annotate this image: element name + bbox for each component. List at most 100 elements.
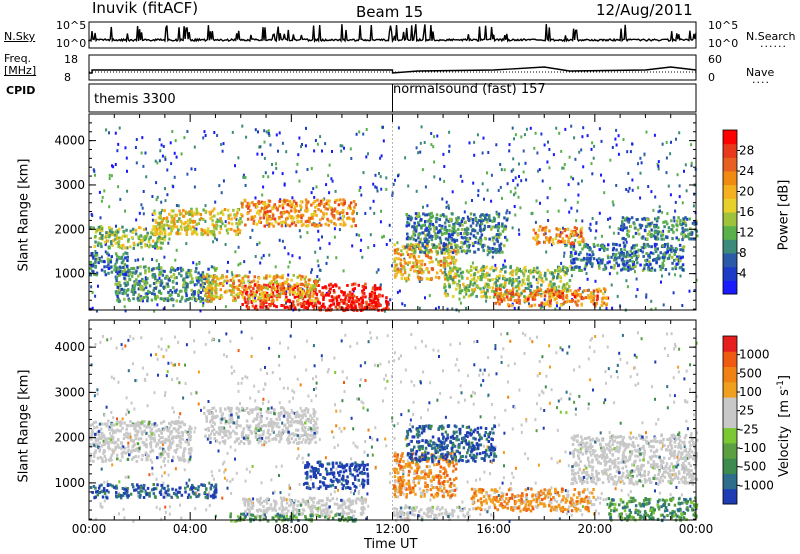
scatter-pixel [240, 381, 243, 385]
echo-pixel-8 [396, 248, 399, 252]
echo-pixel-0 [361, 289, 364, 293]
echo-pixel-9 [468, 219, 471, 223]
echo-pixel-14 [579, 240, 582, 244]
echo-pixel-3 [245, 287, 248, 291]
echo-pixel-9 [488, 214, 491, 218]
echo-pixel-11 [555, 293, 558, 297]
echo-pixel-11 [565, 295, 568, 299]
scatter-pixel [118, 512, 120, 516]
echo-pixel-6 [290, 216, 294, 220]
echo-pixel-3 [264, 286, 267, 290]
echo-pixel-13 [684, 234, 688, 238]
scatter-pixel [695, 395, 698, 399]
echo-pixel-13 [671, 237, 674, 241]
echo-pixel-3 [208, 286, 212, 290]
echo-pixel-10 [455, 287, 458, 291]
echo-pixel-6 [327, 203, 331, 207]
echo-pixel-3 [202, 275, 206, 279]
echo-pixel-4 [105, 231, 108, 235]
echo-pixel-7 [103, 260, 106, 264]
echo-pixel-8 [430, 277, 433, 281]
echo-pixel-9 [412, 230, 415, 234]
echo-pixel-1 [344, 294, 348, 298]
scatter-pixel [415, 189, 418, 193]
scatter-pixel [291, 389, 294, 393]
echo-pixel-9 [472, 234, 476, 238]
echo-pixel-8 [453, 261, 457, 265]
echo-pixel-5 [235, 221, 238, 225]
scatter-pixel [534, 220, 537, 224]
echo-pixel-10 [463, 285, 466, 289]
echo-pixel-0 [243, 296, 246, 300]
echo-pixel-7 [118, 273, 122, 277]
echo-pixel-2 [190, 288, 193, 292]
cpid-segment-normalsound: normalsound (fast) 157 [393, 82, 546, 97]
echo-pixel-5 [198, 218, 202, 222]
echo-pixel-9 [413, 245, 416, 248]
scatter-pixel [599, 306, 602, 310]
echo-pixel-13 [635, 218, 638, 222]
echo-pixel-9 [463, 240, 467, 244]
echo-pixel-9 [442, 244, 446, 248]
echo-pixel-2 [117, 288, 121, 291]
echo-pixel-9 [493, 242, 496, 246]
echo-pixel-9 [463, 250, 467, 254]
echo-pixel-6 [262, 213, 266, 217]
echo-pixel-6 [319, 199, 323, 203]
scatter-pixel [678, 184, 681, 188]
echo-pixel-9 [495, 225, 499, 229]
scatter-pixel [435, 257, 438, 261]
scatter-pixel [171, 130, 174, 133]
echo-pixel-10 [547, 284, 551, 288]
echo-pixel-3 [272, 285, 275, 289]
echo-pixel-7 [122, 266, 125, 269]
scatter-pixel [134, 146, 137, 149]
echo-pixel-8 [406, 253, 410, 256]
echo-pixel-11 [500, 299, 503, 303]
scatter-pixel [561, 166, 564, 170]
echo-pixel-10 [566, 268, 569, 272]
echo-pixel-10 [491, 278, 494, 281]
scatter-pixel [302, 460, 305, 464]
echo-pixel-0 [259, 305, 262, 309]
echo-pixel-9 [415, 214, 419, 218]
echo-pixel-3 [247, 275, 250, 279]
echo-pixel-0 [296, 303, 300, 307]
echo-pixel-12 [662, 252, 665, 256]
echo-pixel-0 [298, 290, 302, 294]
scatter-pixel [131, 284, 134, 288]
echo-pixel-0 [370, 295, 373, 299]
echo-pixel-10 [557, 272, 560, 276]
echo-pixel-8 [454, 275, 457, 279]
scatter-pixel [585, 272, 588, 275]
scatter-pixel [203, 130, 206, 134]
echo-pixel-14 [535, 242, 539, 246]
scatter-pixel [437, 349, 440, 353]
echo-pixel-11 [603, 296, 607, 300]
echo-pixel-9 [409, 236, 412, 240]
echo-pixel-10 [522, 274, 526, 278]
echo-pixel-10 [456, 269, 459, 273]
scatter-pixel [673, 219, 676, 223]
echo-pixel-0 [280, 304, 283, 307]
scatter-pixel [379, 220, 382, 224]
scatter-pixel [267, 129, 270, 133]
echo-pixel-4 [159, 241, 163, 245]
echo-pixel-4 [156, 236, 160, 240]
echo-pixel-2 [167, 284, 170, 288]
echo-pixel-12 [630, 246, 634, 250]
echo-pixel-10 [566, 288, 569, 292]
echo-pixel-11 [587, 296, 590, 300]
scatter-pixel [321, 149, 323, 153]
scatter-pixel [414, 346, 417, 350]
echo-pixel-12 [589, 259, 592, 262]
echo-pixel-14 [581, 238, 584, 242]
echo-pixel-5 [193, 220, 197, 224]
scatter-pixel [464, 398, 466, 402]
scatter-pixel [490, 199, 493, 203]
echo-pixel-2 [125, 283, 128, 287]
echo-pixel-12 [622, 254, 626, 258]
echo-pixel-2 [139, 265, 142, 269]
echo-pixel-8 [446, 255, 450, 259]
scatter-pixel [242, 175, 245, 179]
